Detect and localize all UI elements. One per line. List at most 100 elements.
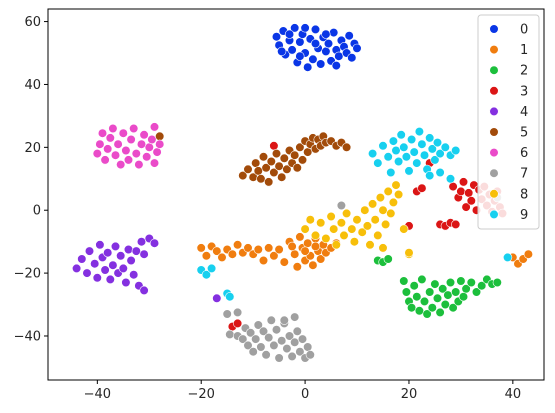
point-series-8 xyxy=(349,237,360,247)
point-series-7 xyxy=(271,325,282,335)
point-series-6 xyxy=(95,139,105,149)
point-series-7 xyxy=(258,326,269,336)
plot-frame xyxy=(47,8,545,381)
point-series-2 xyxy=(412,292,422,302)
point-series-0 xyxy=(300,23,310,33)
y-tick-label: 0 xyxy=(33,204,41,219)
point-series-3 xyxy=(448,182,458,192)
point-series-2 xyxy=(417,274,427,285)
point-series-6 xyxy=(105,133,115,143)
point-series-4 xyxy=(123,244,134,255)
point-series-2 xyxy=(399,276,409,286)
legend-label-5: 5 xyxy=(520,126,528,141)
legend-label-1: 1 xyxy=(520,43,528,58)
point-series-7 xyxy=(297,334,308,344)
point-series-0 xyxy=(347,53,357,63)
point-series-7 xyxy=(266,315,276,325)
point-series-6 xyxy=(92,149,102,159)
point-series-4 xyxy=(139,285,149,296)
point-series-5 xyxy=(258,152,269,162)
point-series-8 xyxy=(300,224,310,234)
point-series-9 xyxy=(430,155,440,165)
point-series-8 xyxy=(305,215,315,225)
point-series-2 xyxy=(445,277,456,288)
point-series-2 xyxy=(430,279,440,289)
point-series-5 xyxy=(290,150,300,160)
point-series-0 xyxy=(316,59,326,69)
point-series-2 xyxy=(440,299,450,310)
point-series-1 xyxy=(212,246,222,256)
point-series-4 xyxy=(149,238,160,248)
y-tick-label: −40 xyxy=(14,329,41,344)
x-tick-label: 40 xyxy=(505,387,522,402)
point-series-0 xyxy=(290,23,300,33)
point-series-6 xyxy=(149,158,160,168)
point-series-8 xyxy=(381,219,391,229)
point-series-5 xyxy=(264,177,274,187)
point-series-7 xyxy=(246,328,256,338)
point-series-9 xyxy=(414,127,425,137)
point-series-1 xyxy=(279,257,289,267)
point-series-6 xyxy=(123,155,134,165)
point-series-4 xyxy=(129,270,139,280)
point-series-9 xyxy=(391,145,401,156)
x-axis: −40 −20 0 20 40 xyxy=(84,380,521,402)
point-series-8 xyxy=(391,180,401,190)
point-series-7 xyxy=(336,200,347,211)
point-series-6 xyxy=(100,155,110,165)
point-series-4 xyxy=(95,240,105,250)
x-tick-label: −20 xyxy=(187,387,214,402)
point-series-1 xyxy=(217,252,227,262)
point-series-7 xyxy=(269,340,279,351)
point-series-2 xyxy=(422,309,432,319)
point-series-4 xyxy=(100,265,110,275)
point-series-4 xyxy=(77,254,87,264)
point-series-9 xyxy=(419,150,430,160)
point-series-8 xyxy=(360,205,370,215)
point-series-9 xyxy=(445,174,456,184)
point-series-9 xyxy=(435,167,445,178)
point-series-9 xyxy=(399,142,409,152)
point-series-2 xyxy=(492,277,502,288)
point-series-4 xyxy=(71,263,82,274)
point-series-2 xyxy=(401,287,412,297)
legend: 0 1 2 3 4 5 6 7 8 9 xyxy=(477,14,540,230)
point-series-5 xyxy=(269,167,279,178)
point-series-1 xyxy=(300,246,310,256)
point-series-4 xyxy=(82,268,92,278)
point-series-2 xyxy=(427,303,437,313)
point-series-8 xyxy=(342,208,352,218)
point-series-6 xyxy=(118,128,128,138)
point-series-5 xyxy=(271,149,282,159)
point-series-6 xyxy=(147,134,157,145)
point-series-2 xyxy=(477,281,487,291)
point-series-8 xyxy=(378,205,388,215)
point-series-8 xyxy=(329,224,339,234)
point-series-4 xyxy=(110,241,121,251)
point-series-9 xyxy=(432,138,443,148)
y-tick-label: −20 xyxy=(14,267,41,282)
point-series-2 xyxy=(438,284,448,294)
point-series-0 xyxy=(323,38,334,49)
point-series-6 xyxy=(155,139,165,149)
point-series-9 xyxy=(412,158,422,168)
point-series-8 xyxy=(316,218,326,228)
point-series-7 xyxy=(277,336,287,346)
point-series-1 xyxy=(310,241,321,251)
point-series-9 xyxy=(451,145,461,156)
point-series-6 xyxy=(126,134,136,145)
point-series-9 xyxy=(435,149,445,159)
legend-marker-1 xyxy=(489,44,499,55)
point-series-2 xyxy=(435,307,445,318)
legend-label-4: 4 xyxy=(520,105,528,120)
point-series-9 xyxy=(417,139,427,149)
point-series-8 xyxy=(357,227,367,237)
point-series-0 xyxy=(329,27,339,38)
point-series-7 xyxy=(295,347,305,357)
point-series-0 xyxy=(331,60,341,71)
point-series-2 xyxy=(466,277,476,288)
x-tick-label: 0 xyxy=(301,387,309,402)
point-series-4 xyxy=(131,246,141,256)
point-series-5 xyxy=(295,142,305,152)
